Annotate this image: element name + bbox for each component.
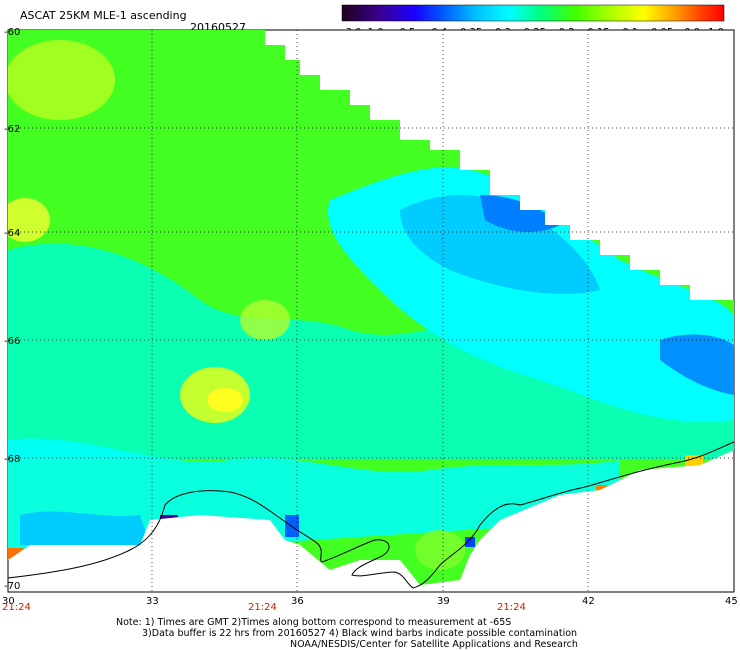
- lon-label: 45: [725, 596, 738, 607]
- note-line-2: 3)Data buffer is 22 hrs from 20160527 4)…: [142, 628, 577, 639]
- coastline: [7, 441, 735, 589]
- lon-label: 42: [582, 596, 595, 607]
- colorbar-ramp: [341, 4, 725, 22]
- time-label: 21:24: [248, 602, 277, 613]
- time-label: 21:24: [2, 602, 31, 613]
- time-label: 21:24: [497, 602, 526, 613]
- lon-label: 36: [291, 596, 304, 607]
- lat-label: -70: [4, 581, 20, 592]
- lat-label: -62: [4, 124, 20, 135]
- footer-notes: Note: 1) Times are GMT 2)Times along bot…: [116, 617, 578, 650]
- lat-label: -68: [4, 454, 20, 465]
- note-line-1: Note: 1) Times are GMT 2)Times along bot…: [116, 617, 511, 628]
- lat-label: -60: [4, 27, 20, 38]
- latitude-labels: -60 -62 -64 -66 -68 -70: [4, 27, 20, 592]
- time-labels: 21:24 21:24 21:24: [2, 602, 526, 613]
- lon-label: 33: [146, 596, 159, 607]
- longitude-labels: 30 33 36 39 42 45: [2, 596, 738, 607]
- graticule: [8, 30, 734, 592]
- lat-label: -66: [4, 336, 20, 347]
- note-line-3: NOAA/NESDIS/Center for Satellite Applica…: [290, 639, 578, 650]
- lon-label: 30: [2, 596, 15, 607]
- lat-label: -64: [4, 228, 20, 239]
- map-title: ASCAT 25KM MLE-1 ascending: [20, 9, 187, 22]
- lon-label: 39: [437, 596, 450, 607]
